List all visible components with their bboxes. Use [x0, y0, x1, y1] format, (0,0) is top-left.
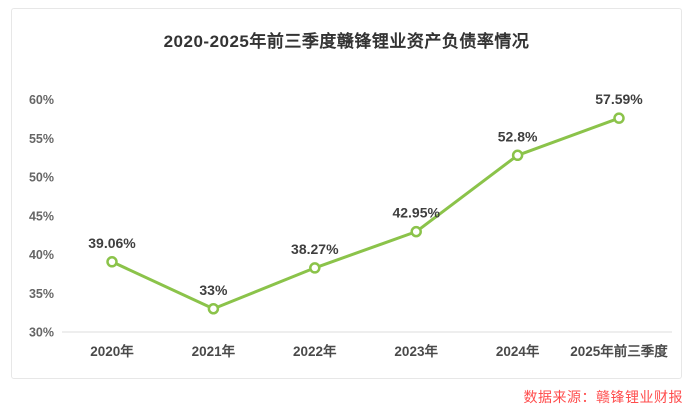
y-tick-label: 50% — [29, 171, 54, 185]
x-tick-label: 2023年 — [394, 343, 438, 359]
y-tick-label: 30% — [29, 326, 54, 340]
chart-card: 2020-2025年前三季度赣锋锂业资产负债率情况 — [11, 8, 682, 379]
data-point-value-label: 39.06% — [88, 235, 136, 251]
y-tick-label: 45% — [29, 209, 54, 223]
data-point-marker — [106, 256, 118, 268]
data-point-value-label: 57.59% — [595, 91, 643, 107]
x-tick-label: 2024年 — [496, 343, 540, 359]
line-series — [110, 116, 621, 311]
data-point-value-label: 38.27% — [291, 241, 339, 257]
x-tick-label: 2020年 — [90, 343, 134, 359]
y-tick-label: 35% — [29, 287, 54, 301]
data-source-note: 数据来源：赣锋锂业财报 — [523, 389, 683, 405]
chart-title: 2020-2025年前三季度赣锋锂业资产负债率情况 — [163, 32, 530, 51]
data-point-marker — [309, 262, 321, 274]
x-tick-label: 2025年前三季度 — [570, 343, 668, 359]
data-point-marker — [613, 112, 625, 124]
data-point-marker — [410, 225, 422, 238]
data-point-marker — [511, 149, 524, 162]
data-point-value-label: 33% — [199, 282, 228, 298]
y-tick-label: 55% — [29, 132, 54, 146]
data-point-value-label: 52.8% — [498, 128, 538, 144]
y-tick-label: 60% — [29, 93, 54, 107]
y-tick-label: 40% — [29, 248, 54, 262]
x-tick-label: 2022年 — [293, 343, 337, 359]
x-tick-label: 2021年 — [192, 343, 236, 359]
data-point-value-label: 42.95% — [392, 205, 440, 221]
data-point-marker — [207, 303, 220, 315]
